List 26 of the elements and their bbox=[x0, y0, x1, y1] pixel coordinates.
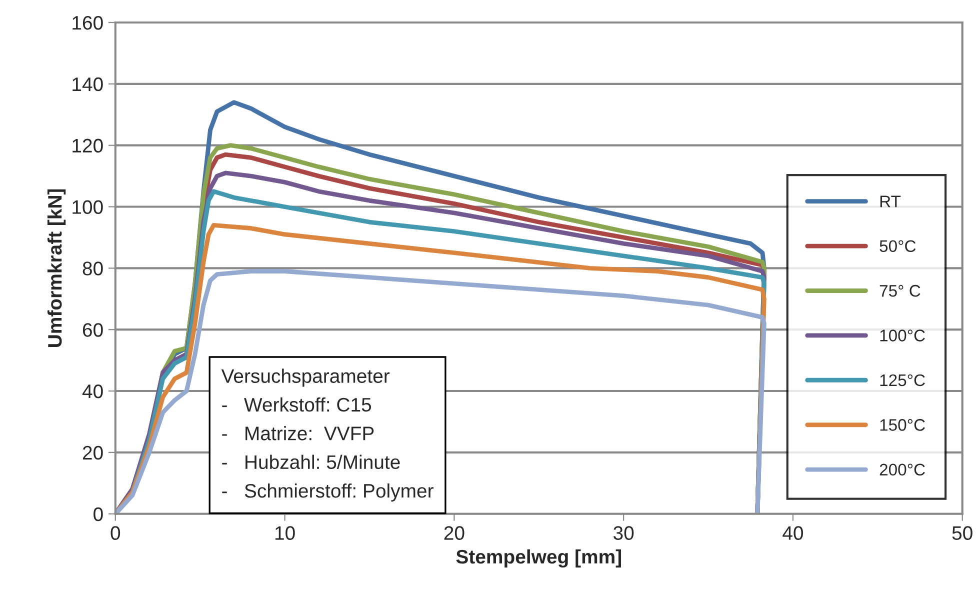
y-tick-label: 140 bbox=[72, 77, 103, 92]
line-series bbox=[115, 269, 766, 514]
legend-label: 75° C bbox=[880, 284, 920, 297]
x-tick-label: 50 bbox=[952, 526, 972, 540]
x-tick-label: 30 bbox=[614, 526, 634, 540]
legend-label: 150°C bbox=[880, 419, 925, 431]
legend-label: RT bbox=[880, 196, 901, 208]
y-tick-label: 40 bbox=[82, 384, 103, 398]
legend-label: 200°C bbox=[880, 464, 925, 476]
y-axis-title: Umformkraft [kN] bbox=[47, 189, 66, 347]
y-tick-label: 0 bbox=[94, 507, 103, 522]
x-tick-label: 40 bbox=[782, 526, 804, 540]
legend-label: 50°C bbox=[880, 240, 916, 252]
legend-label: 125°C bbox=[880, 374, 925, 386]
legend-label: 100°C bbox=[880, 330, 925, 342]
x-tick-label: 20 bbox=[444, 526, 464, 540]
y-tick-label: 20 bbox=[82, 446, 103, 460]
x-axis-title: Stempelweg [mm] bbox=[456, 549, 621, 568]
y-tick-label: 100 bbox=[72, 200, 103, 214]
y-tick-label: 120 bbox=[72, 138, 103, 153]
annotation: Versuchsparameter - Werkstoff: C15 - Matrize: VVFP - Hubzahl: 5/Minute - Schmierstoff: Polymer bbox=[221, 368, 434, 502]
x-tick-label: 10 bbox=[275, 526, 295, 540]
y-tick-label: 160 bbox=[72, 16, 103, 30]
y-tick-label: 60 bbox=[82, 323, 103, 337]
y-tick-label: 80 bbox=[82, 262, 103, 276]
x-tick-label: 0 bbox=[110, 526, 120, 540]
